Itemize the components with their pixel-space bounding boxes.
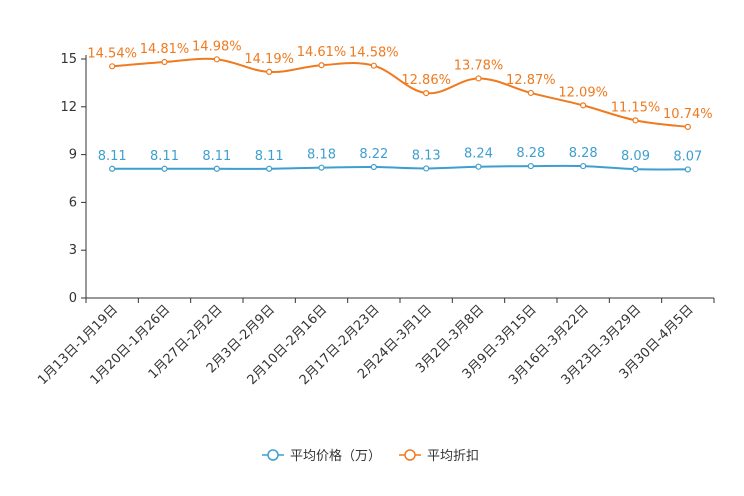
legend-label: 平均折扣 xyxy=(427,449,479,464)
data-point[interactable] xyxy=(632,117,639,124)
data-point[interactable] xyxy=(684,123,691,130)
data-label: 14.61% xyxy=(297,45,347,60)
data-point[interactable] xyxy=(423,165,430,172)
legend-marker xyxy=(404,449,416,461)
data-point[interactable] xyxy=(109,63,116,70)
data-label: 8.22 xyxy=(359,147,388,162)
data-label: 8.24 xyxy=(464,147,493,162)
data-label: 10.74% xyxy=(663,107,713,122)
data-label: 12.87% xyxy=(506,73,556,88)
data-label: 8.28 xyxy=(516,146,545,161)
data-point[interactable] xyxy=(580,102,587,109)
series-avg-discount: 14.54% 14.81% 14.98%14.19% 14.61% 14.58%12.8… xyxy=(87,39,713,130)
data-point[interactable] xyxy=(370,62,377,69)
data-label: 8.11 xyxy=(202,149,231,164)
data-point[interactable] xyxy=(475,163,482,170)
data-label: 12.86% xyxy=(401,73,451,88)
data-point[interactable] xyxy=(475,75,482,82)
data-label: 11.15% xyxy=(611,100,661,115)
legend-item-avg-price[interactable]: 平均价格（万） xyxy=(262,448,381,464)
data-label: 8.18 xyxy=(307,148,336,163)
data-label: 8.13 xyxy=(412,148,441,163)
data-label: 12.09% xyxy=(558,85,608,100)
y-tick-label: 0 xyxy=(69,291,77,306)
data-point[interactable] xyxy=(527,89,534,97)
data-point[interactable] xyxy=(266,68,273,76)
data-label: 13.78% xyxy=(454,58,504,73)
data-point[interactable] xyxy=(213,56,220,63)
y-tick-label: 6 xyxy=(69,195,77,210)
data-label: 8.09 xyxy=(621,149,650,164)
data-point[interactable] xyxy=(632,165,639,173)
series-line xyxy=(112,164,688,171)
legend-label: 平均价格（万） xyxy=(290,448,381,464)
data-point[interactable] xyxy=(318,164,325,171)
data-point[interactable] xyxy=(527,162,534,170)
y-tick-label: 9 xyxy=(69,148,77,163)
legend: 平均价格（万） 平均折扣 xyxy=(262,448,479,464)
data-point[interactable] xyxy=(318,62,325,69)
data-point[interactable] xyxy=(161,58,168,66)
series-line xyxy=(112,57,688,128)
legend-item-avg-discount[interactable]: 平均折扣 xyxy=(399,449,479,464)
data-point[interactable] xyxy=(213,165,220,172)
data-label: 14.58% xyxy=(349,46,399,61)
y-tick-label: 3 xyxy=(69,243,77,258)
data-label: 8.11 xyxy=(98,149,127,164)
data-label: 8.11 xyxy=(255,149,284,164)
data-label: 8.11 xyxy=(150,149,179,164)
data-point[interactable] xyxy=(580,162,587,170)
data-label: 14.19% xyxy=(244,52,294,67)
data-point[interactable] xyxy=(370,163,377,171)
data-label: 14.81% xyxy=(140,42,190,57)
data-point[interactable] xyxy=(423,89,430,97)
series-avg-price: 8.11 8.11 8.11 8.11 8.18 8.22 8.13 8.24 8.28 8.28… xyxy=(98,146,702,173)
data-label: 14.54% xyxy=(87,46,137,61)
y-tick-label: 15 xyxy=(60,52,77,67)
data-point[interactable] xyxy=(684,166,691,173)
data-point[interactable] xyxy=(109,165,116,172)
legend-marker xyxy=(267,449,279,461)
data-label: 14.98% xyxy=(192,39,242,54)
data-point[interactable] xyxy=(266,165,273,172)
y-tick-label: 12 xyxy=(60,100,77,115)
data-label: 8.28 xyxy=(569,146,598,161)
data-point[interactable] xyxy=(161,165,168,172)
data-label: 8.07 xyxy=(673,149,702,164)
series-layer: 8.11 8.11 8.11 8.11 8.18 8.22 8.13 8.24 8.28 8.28… xyxy=(87,39,713,173)
